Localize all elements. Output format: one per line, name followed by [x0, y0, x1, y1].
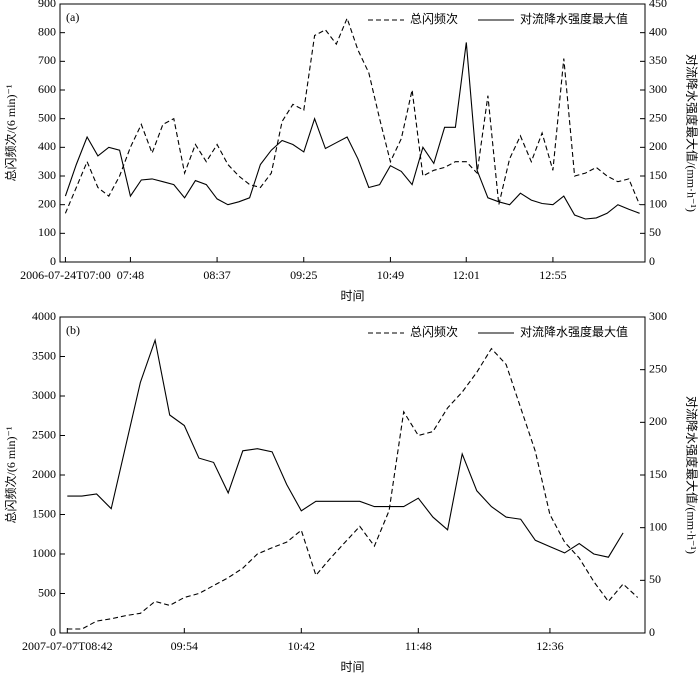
y-tick-label: 600 [38, 82, 56, 96]
y-tick-label: 4000 [32, 309, 56, 323]
x-tick-label: 09:25 [290, 268, 317, 282]
y-tick-label: 900 [38, 0, 56, 10]
y-tick-label: 200 [38, 196, 56, 210]
y-axis-title: 总闪频次/(6 min)⁻¹ [4, 84, 18, 181]
series-line [64, 42, 640, 220]
plot-frame [59, 316, 646, 634]
y2-tick-label: 200 [649, 414, 667, 428]
y-tick-label: 2500 [32, 427, 56, 441]
x-tick-label: 12:01 [453, 268, 480, 282]
x-tick-label: 11:48 [405, 639, 432, 653]
x-tick-label: 07:48 [117, 268, 144, 282]
y2-tick-label: 50 [649, 572, 661, 586]
y2-tick-label: 450 [649, 0, 667, 10]
y-tick-label: 3500 [32, 348, 56, 362]
x-tick-label: 10:42 [288, 639, 315, 653]
y-tick-label: 700 [38, 53, 56, 67]
legend-label: 总闪频次 [410, 12, 458, 26]
x-tick-label: 08:37 [203, 268, 230, 282]
x-tick-label: 09:54 [171, 639, 198, 653]
y-tick-label: 3000 [32, 388, 56, 402]
y2-tick-label: 50 [649, 225, 661, 239]
y-tick-label: 500 [38, 585, 56, 599]
y-tick-label: 2000 [32, 467, 56, 481]
y-tick-label: 400 [38, 139, 56, 153]
y2-tick-label: 300 [649, 309, 667, 323]
y2-tick-label: 300 [649, 82, 667, 96]
y-tick-label: 100 [38, 225, 56, 239]
y2-tick-label: 0 [649, 625, 655, 639]
x-tick-label: 10:49 [377, 268, 404, 282]
y-tick-label: 1500 [32, 506, 56, 520]
y-axis-title: 总闪频次/(6 min)⁻¹ [4, 426, 18, 523]
x-axis-title: 时间 [340, 660, 364, 674]
y2-axis-title: 对流降水强度最大值/(mm·h⁻¹) [684, 54, 699, 212]
x-tick-label: 2007-07-07T08:42 [22, 639, 113, 653]
series-line [64, 16, 641, 214]
y2-tick-label: 150 [649, 168, 667, 182]
y-tick-label: 800 [38, 24, 56, 38]
y2-tick-label: 250 [649, 361, 667, 375]
plot-frame [59, 3, 646, 263]
legend-label: 对流降水强度最大值 [520, 324, 628, 339]
y2-tick-label: 250 [649, 110, 667, 124]
x-axis-title: 时间 [340, 289, 364, 303]
y-tick-label: 0 [50, 254, 56, 268]
legend-label: 总闪频次 [410, 325, 458, 339]
panel-label: (a) [66, 10, 79, 24]
y-tick-label: 0 [50, 625, 56, 639]
x-tick-label: 2006-07-24T07:00 [20, 268, 111, 282]
y2-tick-label: 350 [649, 53, 667, 67]
y2-tick-label: 0 [649, 254, 655, 268]
series-line [67, 347, 639, 630]
legend-label: 对流降水强度最大值 [520, 11, 628, 26]
y-tick-label: 300 [38, 168, 56, 182]
y-tick-label: 1000 [32, 546, 56, 560]
series-line [67, 338, 624, 558]
y2-tick-label: 200 [649, 139, 667, 153]
x-tick-label: 12:36 [536, 639, 563, 653]
y-tick-label: 500 [38, 110, 56, 124]
y2-tick-label: 100 [649, 196, 667, 210]
y2-axis-title: 对流降水强度最大值/(mm·h⁻¹) [684, 396, 699, 554]
x-tick-label: 12:55 [539, 268, 566, 282]
y2-tick-label: 150 [649, 467, 667, 481]
y2-tick-label: 400 [649, 24, 667, 38]
panel-label: (b) [66, 323, 80, 337]
y2-tick-label: 100 [649, 519, 667, 533]
